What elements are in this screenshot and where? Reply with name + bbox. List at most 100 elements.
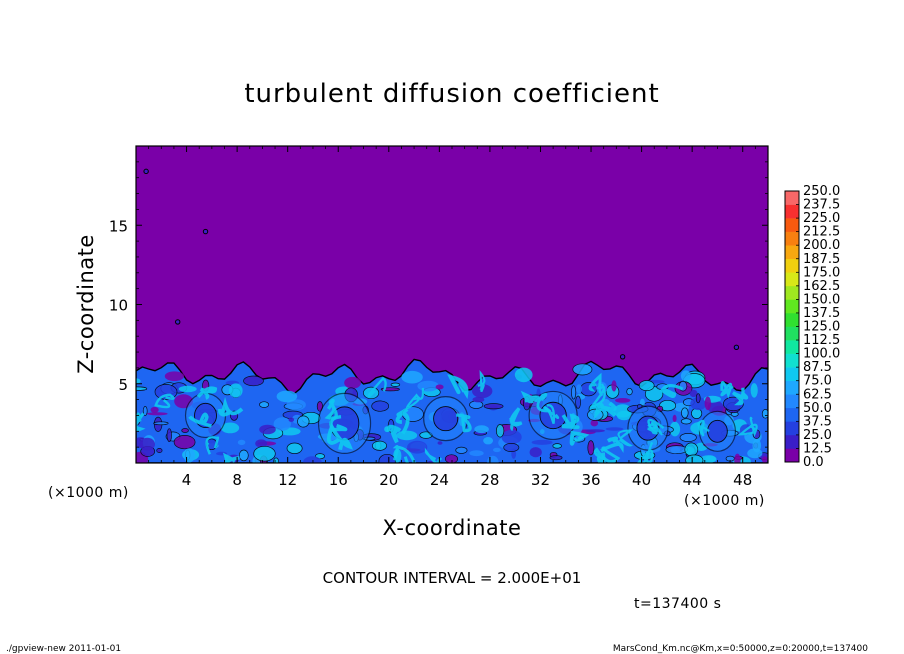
- field-patch: [503, 443, 520, 452]
- colorbar-label: 125.0: [803, 320, 840, 335]
- speck: [202, 228, 209, 235]
- field-patch: [435, 384, 444, 390]
- field-patch: [680, 370, 691, 382]
- colorbar-swatch: [785, 312, 799, 327]
- filament: [636, 441, 654, 463]
- field-patch: [183, 448, 196, 463]
- filament: [395, 407, 410, 435]
- field-patch: [684, 442, 699, 457]
- field-patch: [396, 430, 418, 441]
- field-patch: [495, 424, 505, 438]
- field-patch: [685, 454, 704, 463]
- field-patch: [616, 410, 632, 421]
- colorbar-swatch: [785, 258, 799, 273]
- field-patch: [734, 453, 741, 463]
- colorbar-label: 175.0: [803, 265, 840, 280]
- filament: [561, 413, 580, 430]
- field-patch: [221, 422, 240, 434]
- y-axis-ticks: 5 10 15: [109, 161, 768, 448]
- field-patch: [695, 393, 701, 404]
- field-patch: [681, 407, 689, 419]
- colorbar-swatch: [785, 231, 799, 246]
- colorbar-swatch: [785, 421, 799, 436]
- field-patch: [444, 454, 459, 463]
- filament: [588, 372, 602, 393]
- field-patch: [474, 425, 489, 434]
- field-patch: [147, 412, 168, 416]
- y-axis-label: Z-coordinate: [74, 234, 98, 374]
- chart-title: turbulent diffusion coefficient: [244, 79, 659, 109]
- filament: [447, 374, 469, 400]
- colorbar-label: 200.0: [803, 238, 840, 253]
- field-patch: [273, 417, 291, 431]
- x-tick-label: 48: [733, 471, 752, 489]
- colorbar-swatch: [785, 448, 799, 463]
- colorbar-swatch: [785, 434, 799, 449]
- x-unit-label: (×1000 m): [684, 493, 765, 509]
- field-patch: [587, 440, 595, 456]
- field-patch: [390, 382, 401, 387]
- colorbar-swatch: [785, 380, 799, 395]
- colorbar-swatch: [785, 353, 799, 368]
- speck: [143, 168, 149, 175]
- colorbar-label: 225.0: [803, 211, 840, 226]
- field-patch: [659, 399, 677, 412]
- filament: [329, 414, 348, 432]
- eddy-core: [433, 406, 459, 432]
- filament: [424, 447, 442, 463]
- field-patch: [259, 401, 270, 408]
- field-patch: [437, 441, 443, 445]
- field-patch: [238, 449, 249, 462]
- filament: [543, 404, 560, 425]
- footer-right: MarsCond_Km.nc@Km,x=0:50000,z=0:20000,t=…: [613, 644, 868, 654]
- field-patch: [253, 445, 276, 462]
- field-patch: [378, 453, 396, 463]
- colorbar-label: 75.0: [803, 374, 832, 389]
- field-patch: [150, 406, 159, 413]
- field-patch: [255, 439, 268, 448]
- filament: [737, 416, 758, 438]
- field-patch: [680, 418, 692, 425]
- x-tick-label: 4: [182, 471, 192, 489]
- filament: [720, 381, 734, 399]
- colorbar-swatch: [785, 407, 799, 422]
- contour-interval-label: CONTOUR INTERVAL = 2.000E+01: [323, 569, 582, 587]
- colorbar-label: 250.0: [803, 184, 840, 199]
- field-patch: [276, 390, 298, 403]
- field-patch: [455, 446, 468, 454]
- field-patch: [259, 424, 276, 435]
- field-patch: [288, 417, 295, 422]
- x-tick-label: 20: [379, 471, 398, 489]
- filament: [154, 393, 175, 409]
- colorbar-label: 62.5: [803, 387, 832, 402]
- field-patch: [672, 414, 677, 422]
- colorbar-label: 37.5: [803, 414, 832, 429]
- colorbar-label: 212.5: [803, 225, 840, 240]
- field-patch: [576, 384, 582, 394]
- colorbar-label: 187.5: [803, 252, 840, 267]
- filament: [593, 446, 621, 463]
- field-patch: [761, 456, 768, 463]
- x-tick-label: 40: [632, 471, 651, 489]
- colorbar: 0.012.525.037.550.062.575.087.5100.0112.…: [784, 184, 840, 470]
- colorbar-swatch: [785, 394, 799, 409]
- filament: [617, 429, 634, 447]
- field-patch: [689, 389, 698, 398]
- field-patch: [575, 395, 581, 409]
- colorbar-swatch: [785, 272, 799, 287]
- filament: [406, 387, 425, 410]
- field-patch: [401, 370, 423, 384]
- field-patch: [615, 398, 631, 403]
- field-patch: [344, 376, 361, 389]
- field-patch: [611, 380, 617, 392]
- colorbar-swatch: [785, 367, 799, 381]
- x-tick-label: 12: [278, 471, 297, 489]
- field-patch: [514, 367, 533, 383]
- filament: [196, 386, 218, 400]
- colorbar-label: 237.5: [803, 198, 840, 213]
- field-patch: [472, 396, 485, 403]
- field-patch: [156, 448, 163, 453]
- filament: [326, 422, 354, 451]
- filament: [659, 384, 684, 399]
